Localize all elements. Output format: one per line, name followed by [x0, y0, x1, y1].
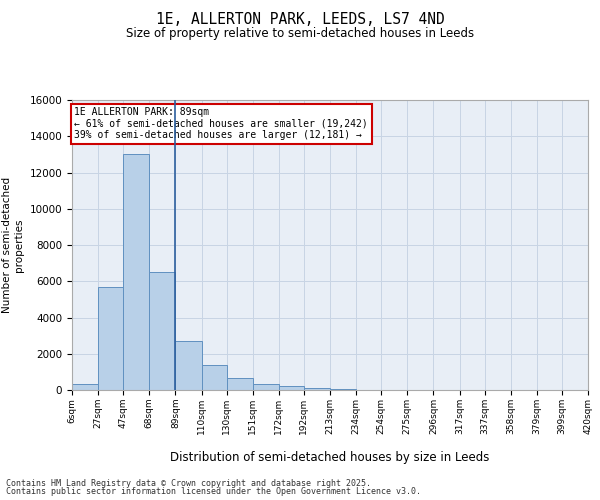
Bar — [227, 378, 253, 390]
Bar — [253, 384, 279, 390]
Bar — [304, 388, 330, 390]
Text: 1E ALLERTON PARK: 89sqm
← 61% of semi-detached houses are smaller (19,242)
39% o: 1E ALLERTON PARK: 89sqm ← 61% of semi-de… — [74, 108, 368, 140]
Text: Number of semi-detached
properties: Number of semi-detached properties — [2, 177, 24, 313]
Bar — [98, 286, 123, 390]
Text: Contains HM Land Registry data © Crown copyright and database right 2025.: Contains HM Land Registry data © Crown c… — [6, 478, 371, 488]
Bar — [330, 389, 356, 390]
Bar — [72, 384, 98, 390]
Text: Distribution of semi-detached houses by size in Leeds: Distribution of semi-detached houses by … — [170, 451, 490, 464]
Text: Size of property relative to semi-detached houses in Leeds: Size of property relative to semi-detach… — [126, 28, 474, 40]
Bar — [175, 341, 202, 390]
Bar — [279, 386, 304, 390]
Text: Contains public sector information licensed under the Open Government Licence v3: Contains public sector information licen… — [6, 487, 421, 496]
Bar — [123, 154, 149, 390]
Bar — [202, 364, 227, 390]
Bar — [149, 272, 175, 390]
Text: 1E, ALLERTON PARK, LEEDS, LS7 4ND: 1E, ALLERTON PARK, LEEDS, LS7 4ND — [155, 12, 445, 28]
